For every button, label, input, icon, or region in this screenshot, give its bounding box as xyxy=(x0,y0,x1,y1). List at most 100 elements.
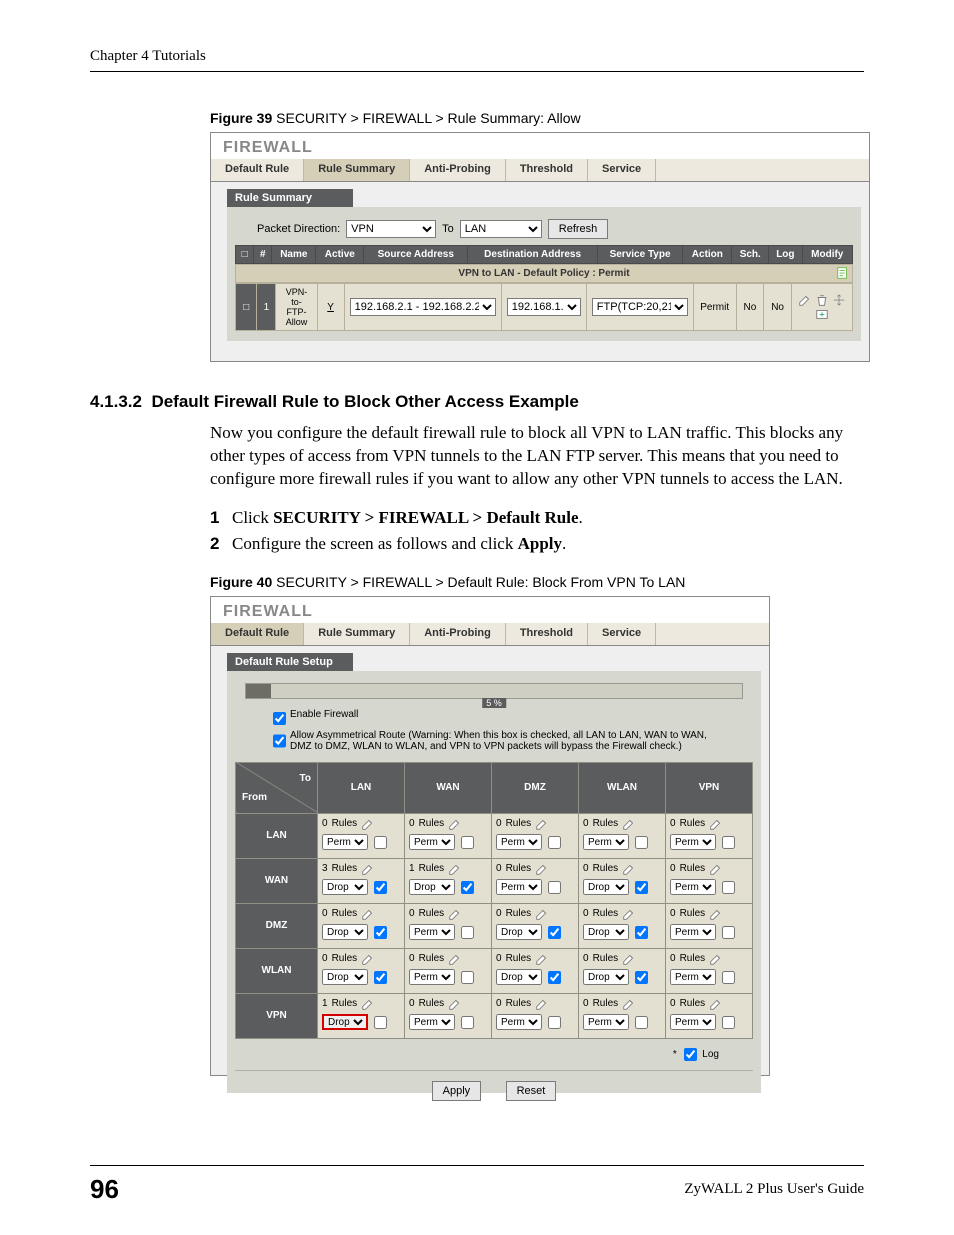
edit-icon[interactable] xyxy=(622,907,636,921)
edit-icon[interactable] xyxy=(361,817,375,831)
log-checkbox[interactable] xyxy=(461,1016,474,1029)
log-checkbox[interactable] xyxy=(374,881,387,894)
log-checkbox[interactable] xyxy=(374,1016,387,1029)
action-select[interactable]: Drop xyxy=(583,924,629,940)
action-select[interactable]: Permit xyxy=(670,924,716,940)
action-select[interactable]: Drop xyxy=(496,969,542,985)
apply-button[interactable]: Apply xyxy=(432,1081,482,1101)
log-checkbox[interactable] xyxy=(461,926,474,939)
refresh-button[interactable]: Refresh xyxy=(548,219,609,239)
action-select[interactable]: Permit xyxy=(583,834,629,850)
action-select[interactable]: Drop xyxy=(322,969,368,985)
action-select[interactable]: Drop xyxy=(583,969,629,985)
log-checkbox[interactable] xyxy=(548,971,561,984)
log-checkbox[interactable] xyxy=(374,926,387,939)
action-select[interactable]: Permit xyxy=(409,969,455,985)
source-addr-select[interactable]: 192.168.2.1 - 192.168.2.25 xyxy=(350,298,496,316)
edit-icon[interactable] xyxy=(361,862,375,876)
edit-icon[interactable] xyxy=(709,907,723,921)
edit-icon[interactable] xyxy=(535,907,549,921)
tab-service[interactable]: Service xyxy=(588,159,656,181)
packet-to-select[interactable]: LAN xyxy=(460,220,542,238)
action-select[interactable]: Permit xyxy=(409,834,455,850)
log-legend-checkbox[interactable] xyxy=(684,1048,697,1061)
action-select[interactable]: Permit xyxy=(496,1014,542,1030)
edit-icon[interactable] xyxy=(361,952,375,966)
edit-icon[interactable] xyxy=(622,997,636,1011)
action-select[interactable]: Permit xyxy=(670,1014,716,1030)
log-checkbox[interactable] xyxy=(548,881,561,894)
log-checkbox[interactable] xyxy=(461,881,474,894)
tab-rule-summary[interactable]: Rule Summary xyxy=(304,159,410,181)
log-checkbox[interactable] xyxy=(374,836,387,849)
log-checkbox[interactable] xyxy=(722,881,735,894)
action-select[interactable]: Drop xyxy=(322,1014,368,1030)
tab-default-rule[interactable]: Default Rule xyxy=(211,159,304,181)
dest-addr-select[interactable]: 192.168.1.4 xyxy=(507,298,581,316)
log-checkbox[interactable] xyxy=(722,1016,735,1029)
action-select[interactable]: Drop xyxy=(409,879,455,895)
enable-firewall-checkbox[interactable] xyxy=(273,712,286,725)
action-select[interactable]: Permit xyxy=(670,879,716,895)
asym-route-checkbox[interactable] xyxy=(273,733,286,749)
log-checkbox[interactable] xyxy=(461,836,474,849)
tab-anti-probing[interactable]: Anti-Probing xyxy=(410,623,506,645)
action-select[interactable]: Drop xyxy=(322,924,368,940)
log-checkbox[interactable] xyxy=(635,1016,648,1029)
action-select[interactable]: Permit xyxy=(583,1014,629,1030)
log-checkbox[interactable] xyxy=(548,1016,561,1029)
action-select[interactable]: Drop xyxy=(583,879,629,895)
packet-from-select[interactable]: VPN xyxy=(346,220,436,238)
edit-icon[interactable] xyxy=(448,907,462,921)
edit-icon[interactable] xyxy=(622,952,636,966)
move-icon[interactable] xyxy=(832,293,846,307)
edit-icon[interactable] xyxy=(622,817,636,831)
edit-icon[interactable] xyxy=(535,952,549,966)
tab-threshold[interactable]: Threshold xyxy=(506,623,588,645)
log-checkbox[interactable] xyxy=(461,971,474,984)
edit-icon[interactable] xyxy=(361,997,375,1011)
log-checkbox[interactable] xyxy=(374,971,387,984)
edit-icon[interactable] xyxy=(535,997,549,1011)
row-active[interactable]: Y xyxy=(327,302,334,313)
log-checkbox[interactable] xyxy=(722,971,735,984)
edit-icon[interactable] xyxy=(709,817,723,831)
log-checkbox[interactable] xyxy=(635,836,648,849)
edit-icon[interactable] xyxy=(709,862,723,876)
action-select[interactable]: Permit xyxy=(322,834,368,850)
edit-icon[interactable] xyxy=(798,293,812,307)
edit-icon[interactable] xyxy=(448,817,462,831)
insert-icon[interactable] xyxy=(815,307,829,321)
log-checkbox[interactable] xyxy=(635,971,648,984)
tab-threshold[interactable]: Threshold xyxy=(506,159,588,181)
edit-icon[interactable] xyxy=(836,266,850,280)
edit-icon[interactable] xyxy=(709,997,723,1011)
log-checkbox[interactable] xyxy=(722,836,735,849)
edit-icon[interactable] xyxy=(361,907,375,921)
edit-icon[interactable] xyxy=(448,997,462,1011)
edit-icon[interactable] xyxy=(448,862,462,876)
tab-service[interactable]: Service xyxy=(588,623,656,645)
reset-button[interactable]: Reset xyxy=(506,1081,557,1101)
action-select[interactable]: Permit xyxy=(496,834,542,850)
log-checkbox[interactable] xyxy=(722,926,735,939)
edit-icon[interactable] xyxy=(535,862,549,876)
action-select[interactable]: Permit xyxy=(670,969,716,985)
edit-icon[interactable] xyxy=(622,862,636,876)
tab-anti-probing[interactable]: Anti-Probing xyxy=(410,159,506,181)
log-checkbox[interactable] xyxy=(548,836,561,849)
service-type-select[interactable]: FTP(TCP:20,21) xyxy=(592,298,688,316)
action-select[interactable]: Permit xyxy=(496,879,542,895)
edit-icon[interactable] xyxy=(709,952,723,966)
edit-icon[interactable] xyxy=(448,952,462,966)
tab-default-rule[interactable]: Default Rule xyxy=(211,623,304,645)
action-select[interactable]: Permit xyxy=(409,924,455,940)
action-select[interactable]: Permit xyxy=(670,834,716,850)
action-select[interactable]: Permit xyxy=(409,1014,455,1030)
log-checkbox[interactable] xyxy=(635,881,648,894)
log-checkbox[interactable] xyxy=(635,926,648,939)
log-checkbox[interactable] xyxy=(548,926,561,939)
tab-rule-summary[interactable]: Rule Summary xyxy=(304,623,410,645)
edit-icon[interactable] xyxy=(535,817,549,831)
delete-icon[interactable] xyxy=(815,293,829,307)
